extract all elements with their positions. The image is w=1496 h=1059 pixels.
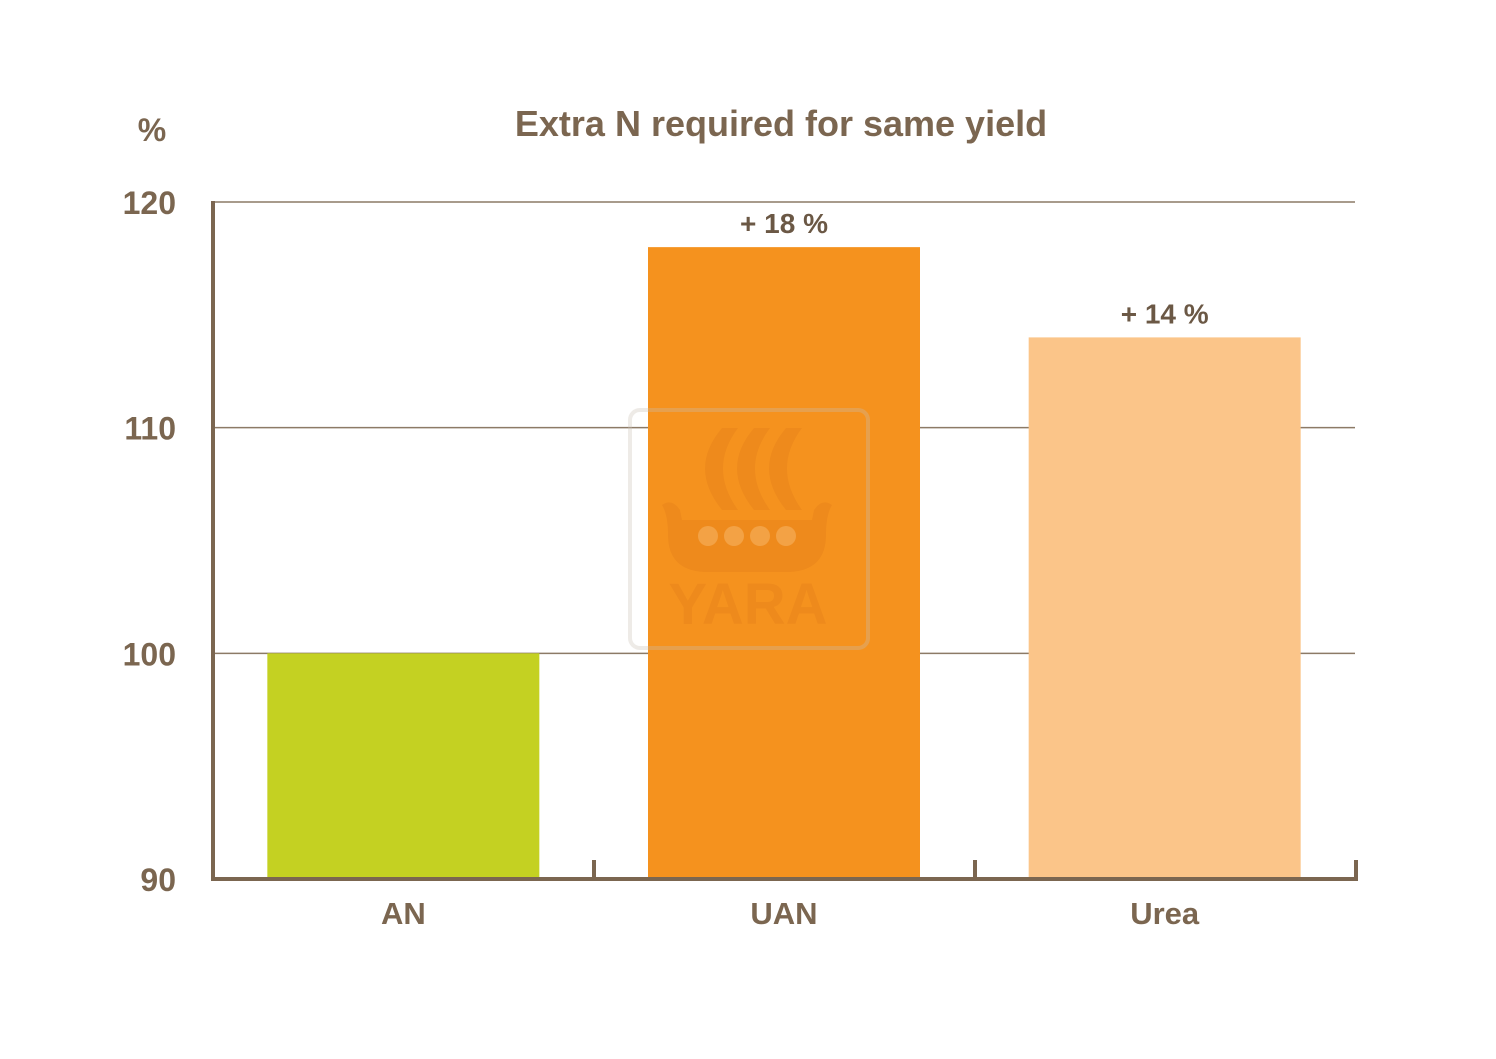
bars xyxy=(267,247,1301,880)
y-tick-labels: 90 100 110 120 xyxy=(123,185,176,898)
y-tick-label: 110 xyxy=(124,411,176,447)
y-axis-unit-label: % xyxy=(138,112,166,148)
chart-title: Extra N required for same yield xyxy=(515,103,1047,144)
x-tick-label: UAN xyxy=(750,896,817,931)
watermark-text: YARA xyxy=(668,572,827,637)
x-tick-label: Urea xyxy=(1130,896,1200,931)
y-tick-label: 120 xyxy=(123,185,176,221)
y-tick-label: 100 xyxy=(123,636,176,672)
data-labels: + 18 % + 14 % xyxy=(740,208,1209,329)
bar-urea xyxy=(1028,337,1301,879)
viking-ship-logo-icon xyxy=(662,428,832,572)
data-label: + 14 % xyxy=(1121,298,1209,329)
y-tick-label: 90 xyxy=(140,862,176,898)
x-tick-label: AN xyxy=(381,896,426,931)
bar-an xyxy=(267,653,540,879)
axes xyxy=(211,201,1358,881)
x-tick-labels: AN UAN Urea xyxy=(381,896,1200,931)
data-label: + 18 % xyxy=(740,208,828,239)
yara-watermark: YARA xyxy=(628,408,870,650)
watermark-frame xyxy=(628,408,870,650)
bar-uan xyxy=(648,247,920,880)
